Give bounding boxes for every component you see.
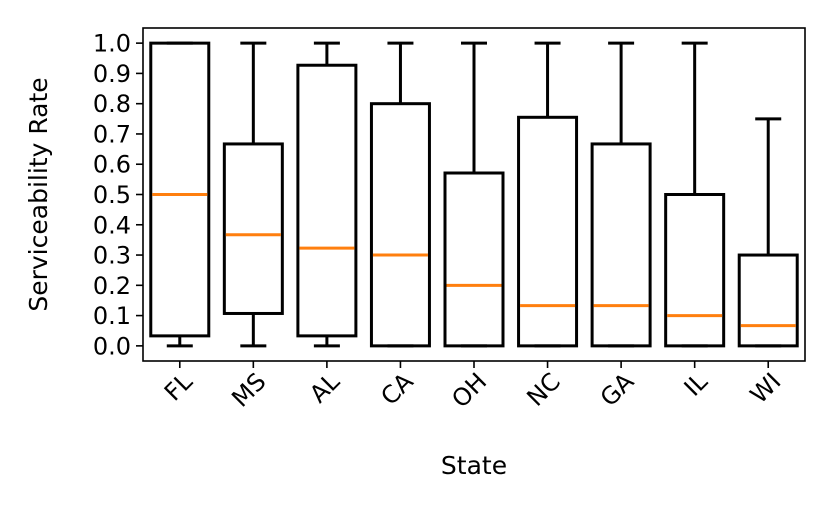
x-tick-label: OH [446, 367, 492, 413]
y-tick-label: 0.8 [93, 90, 131, 118]
box-al [296, 41, 358, 348]
x-tick-label: AL [304, 367, 345, 408]
y-tick-label: 0.6 [93, 151, 131, 179]
plot-area [149, 41, 799, 348]
y-tick-label: 0.1 [93, 302, 131, 330]
box-nc [517, 41, 579, 348]
box-fl [149, 41, 211, 348]
x-tick-label: NC [521, 367, 565, 411]
box-il [664, 41, 726, 348]
x-tick-label: IL [679, 367, 714, 402]
x-tick-label: FL [159, 367, 198, 406]
box-ca [369, 41, 431, 348]
y-tick-label: 0.9 [93, 60, 131, 88]
iqr-box [737, 253, 799, 348]
x-tick-label: CA [375, 367, 419, 411]
y-tick-label: 0.0 [93, 332, 131, 360]
y-axis-label: Serviceability Rate [24, 77, 53, 311]
iqr-box [517, 115, 579, 348]
iqr-box [664, 193, 726, 348]
iqr-box [222, 142, 284, 315]
y-tick-label: 0.5 [93, 181, 131, 209]
y-axis: 0.00.10.20.3 0.40.50.6 0.70.80.91.0 [93, 30, 143, 360]
iqr-box [296, 63, 358, 338]
x-tick-label: GA [595, 367, 640, 412]
iqr-box [149, 41, 211, 338]
y-tick-label: 0.4 [93, 211, 131, 239]
y-tick-label: 0.3 [93, 242, 131, 270]
y-tick-label: 0.7 [93, 120, 131, 148]
box-wi [737, 117, 799, 348]
x-tick-label: MS [226, 367, 271, 412]
x-axis-label: State [441, 451, 507, 480]
x-axis: FL MS AL CA OH NC GA IL WI [159, 361, 786, 413]
y-tick-label: 0.2 [93, 272, 131, 300]
box-ga [590, 41, 652, 348]
iqr-box [443, 171, 505, 348]
iqr-box [369, 102, 431, 348]
x-tick-label: WI [745, 367, 787, 409]
y-tick-label: 1.0 [93, 30, 131, 58]
iqr-box [590, 142, 652, 348]
box-oh [443, 41, 505, 348]
box-ms [222, 41, 284, 348]
